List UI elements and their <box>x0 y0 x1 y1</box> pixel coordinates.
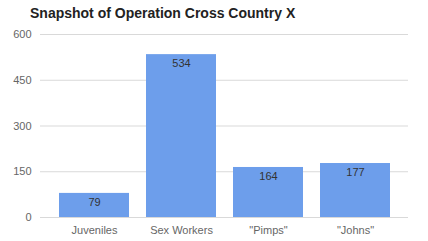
svg-text:0: 0 <box>25 211 31 223</box>
svg-text:"Pimps": "Pimps" <box>249 224 287 236</box>
svg-text:534: 534 <box>172 57 190 69</box>
svg-text:"Johns": "Johns" <box>337 224 374 236</box>
svg-text:300: 300 <box>13 120 31 132</box>
svg-text:450: 450 <box>13 74 31 86</box>
svg-text:79: 79 <box>88 196 100 208</box>
html-text:Snapshot of Operation Cross Co: Snapshot of Operation Cross Country X <box>30 5 296 21</box>
svg-text:177: 177 <box>346 166 364 178</box>
svg-text:600: 600 <box>13 28 31 40</box>
svg-text:Juveniles: Juveniles <box>72 224 118 236</box>
svg-text:164: 164 <box>259 170 277 182</box>
svg-text:150: 150 <box>13 165 31 177</box>
svg-text:Sex Workers: Sex Workers <box>150 224 213 236</box>
